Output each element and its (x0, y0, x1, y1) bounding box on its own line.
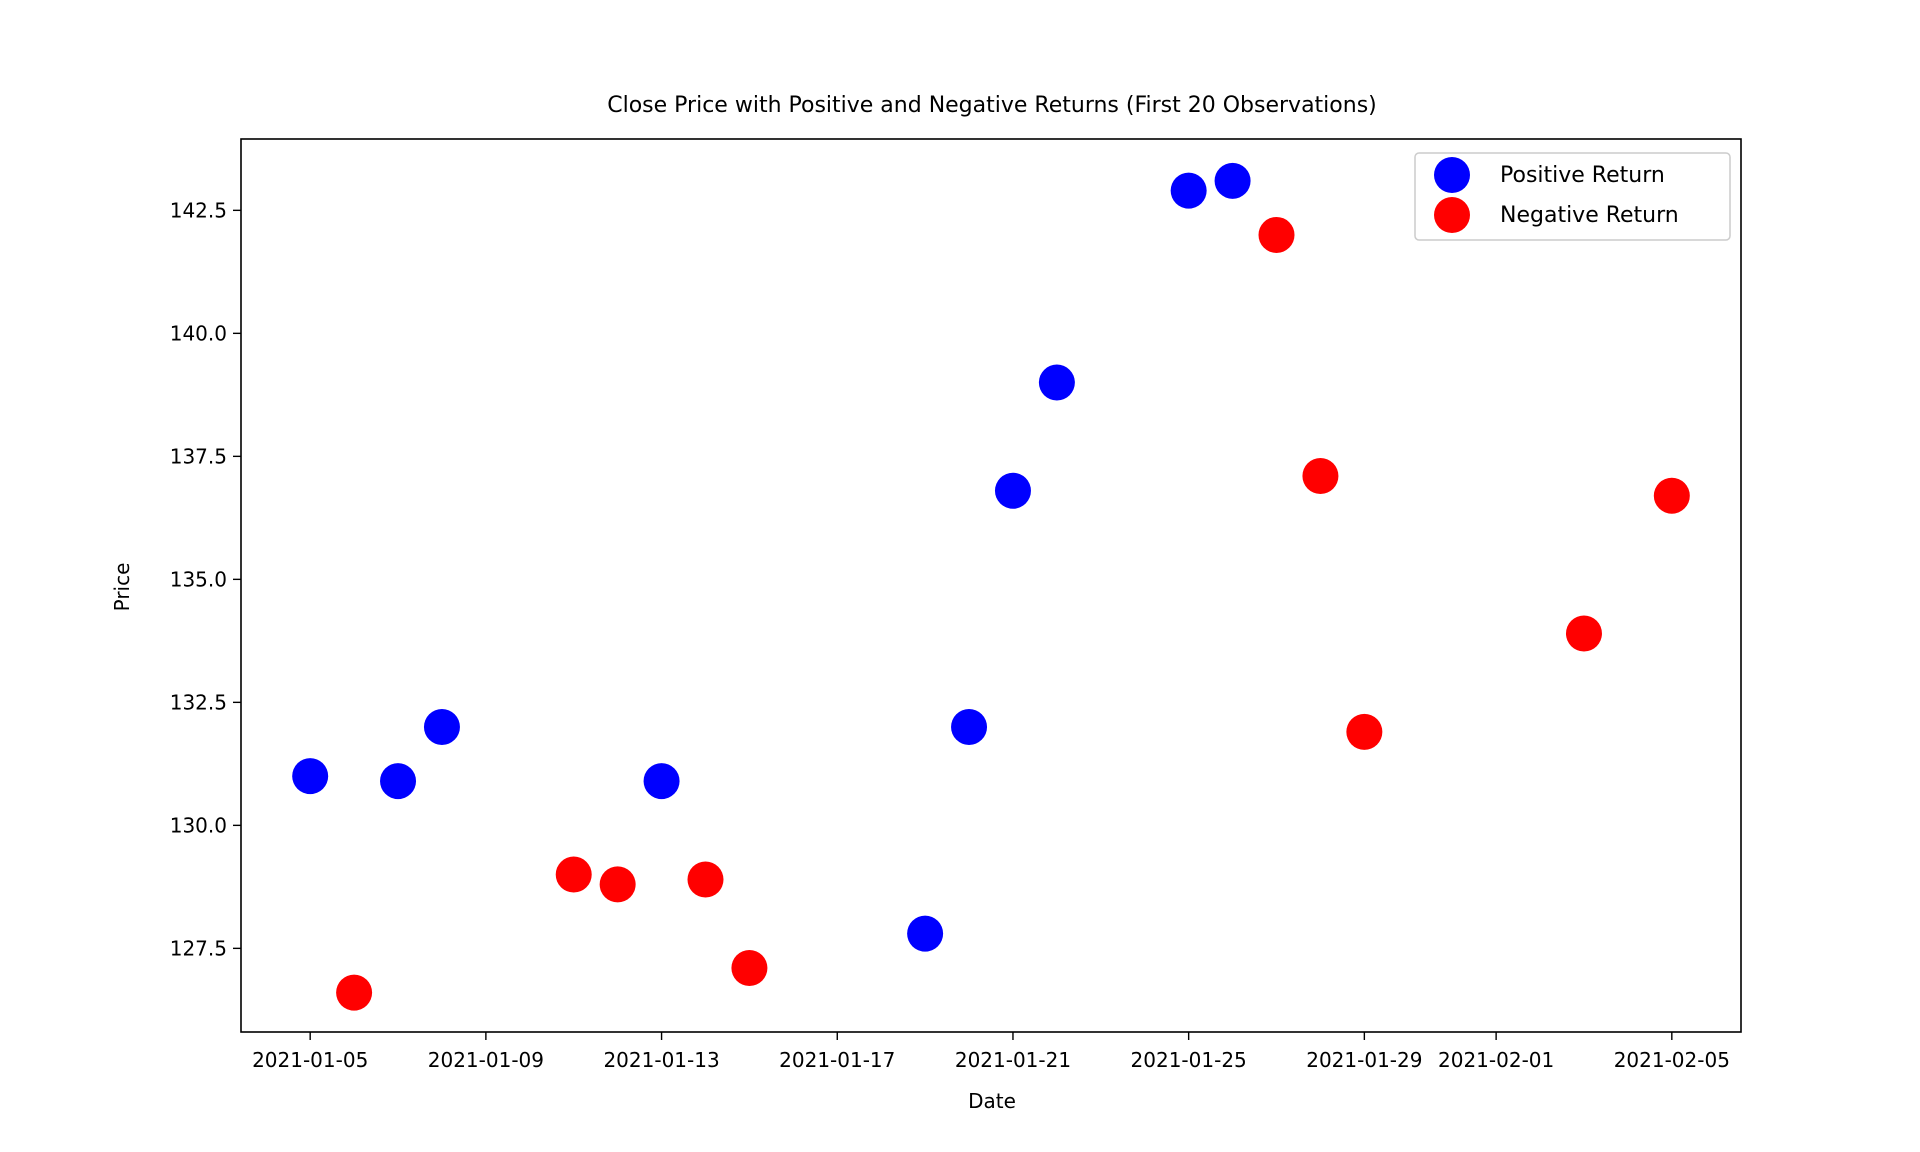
negative-return-point (731, 950, 768, 987)
plot-area: 2021-01-05 2021-01-09 2021-01-13 2021-01-17… (170, 198, 1730, 1072)
positive-return-point (951, 708, 988, 745)
negative-return-point (1346, 713, 1383, 750)
positive-return-point (1170, 172, 1207, 209)
plot-frame (240, 138, 1742, 1033)
x-tick-label: 2021-01-13 (603, 1048, 719, 1072)
negative-return-point (599, 866, 636, 903)
y-tick-label: 140.0 (170, 321, 227, 345)
x-tick-label: 2021-02-01 (1438, 1048, 1554, 1072)
negative-return-point (555, 856, 592, 893)
x-tick-label: 2021-01-29 (1306, 1048, 1422, 1072)
positive-return-point (994, 472, 1031, 509)
legend-label: Negative Return (1500, 203, 1679, 228)
positive-return-point (423, 708, 460, 745)
y-tick-label: 137.5 (170, 444, 227, 468)
negative-return-point (1565, 615, 1602, 652)
x-tick-label: 2021-01-05 (252, 1048, 368, 1072)
y-axis-label: Price (110, 563, 134, 612)
positive-return-point (643, 763, 680, 800)
positive-return-point (292, 758, 329, 795)
legend-marker (1434, 157, 1470, 193)
y-tick-label: 135.0 (170, 567, 227, 591)
negative-return-point (1302, 458, 1339, 495)
legend: Positive Return Negative Return (1414, 152, 1731, 241)
y-tick-label: 142.5 (170, 198, 227, 222)
legend-label: Positive Return (1500, 163, 1665, 188)
data-points (292, 162, 1690, 1011)
positive-return-point (907, 915, 944, 952)
positive-return-point (380, 763, 417, 800)
positive-return-point (1214, 162, 1251, 199)
positive-return-point (1038, 364, 1075, 401)
chart-title: Close Price with Positive and Negative R… (607, 93, 1377, 118)
x-axis-label: Date (968, 1089, 1016, 1113)
x-tick-label: 2021-01-25 (1131, 1048, 1247, 1072)
x-tick-label: 2021-02-05 (1614, 1048, 1730, 1072)
legend-box (1414, 152, 1731, 241)
legend-marker (1434, 197, 1470, 233)
y-tick-label: 132.5 (170, 690, 227, 714)
x-tick-label: 2021-01-17 (779, 1048, 895, 1072)
y-tick-label: 130.0 (170, 813, 227, 837)
y-tick-label: 127.5 (170, 936, 227, 960)
negative-return-point (336, 974, 373, 1011)
x-tick-label: 2021-01-09 (428, 1048, 544, 1072)
negative-return-point (687, 861, 724, 898)
x-tick-label: 2021-01-21 (955, 1048, 1071, 1072)
negative-return-point (1653, 477, 1690, 514)
negative-return-point (1258, 216, 1295, 253)
